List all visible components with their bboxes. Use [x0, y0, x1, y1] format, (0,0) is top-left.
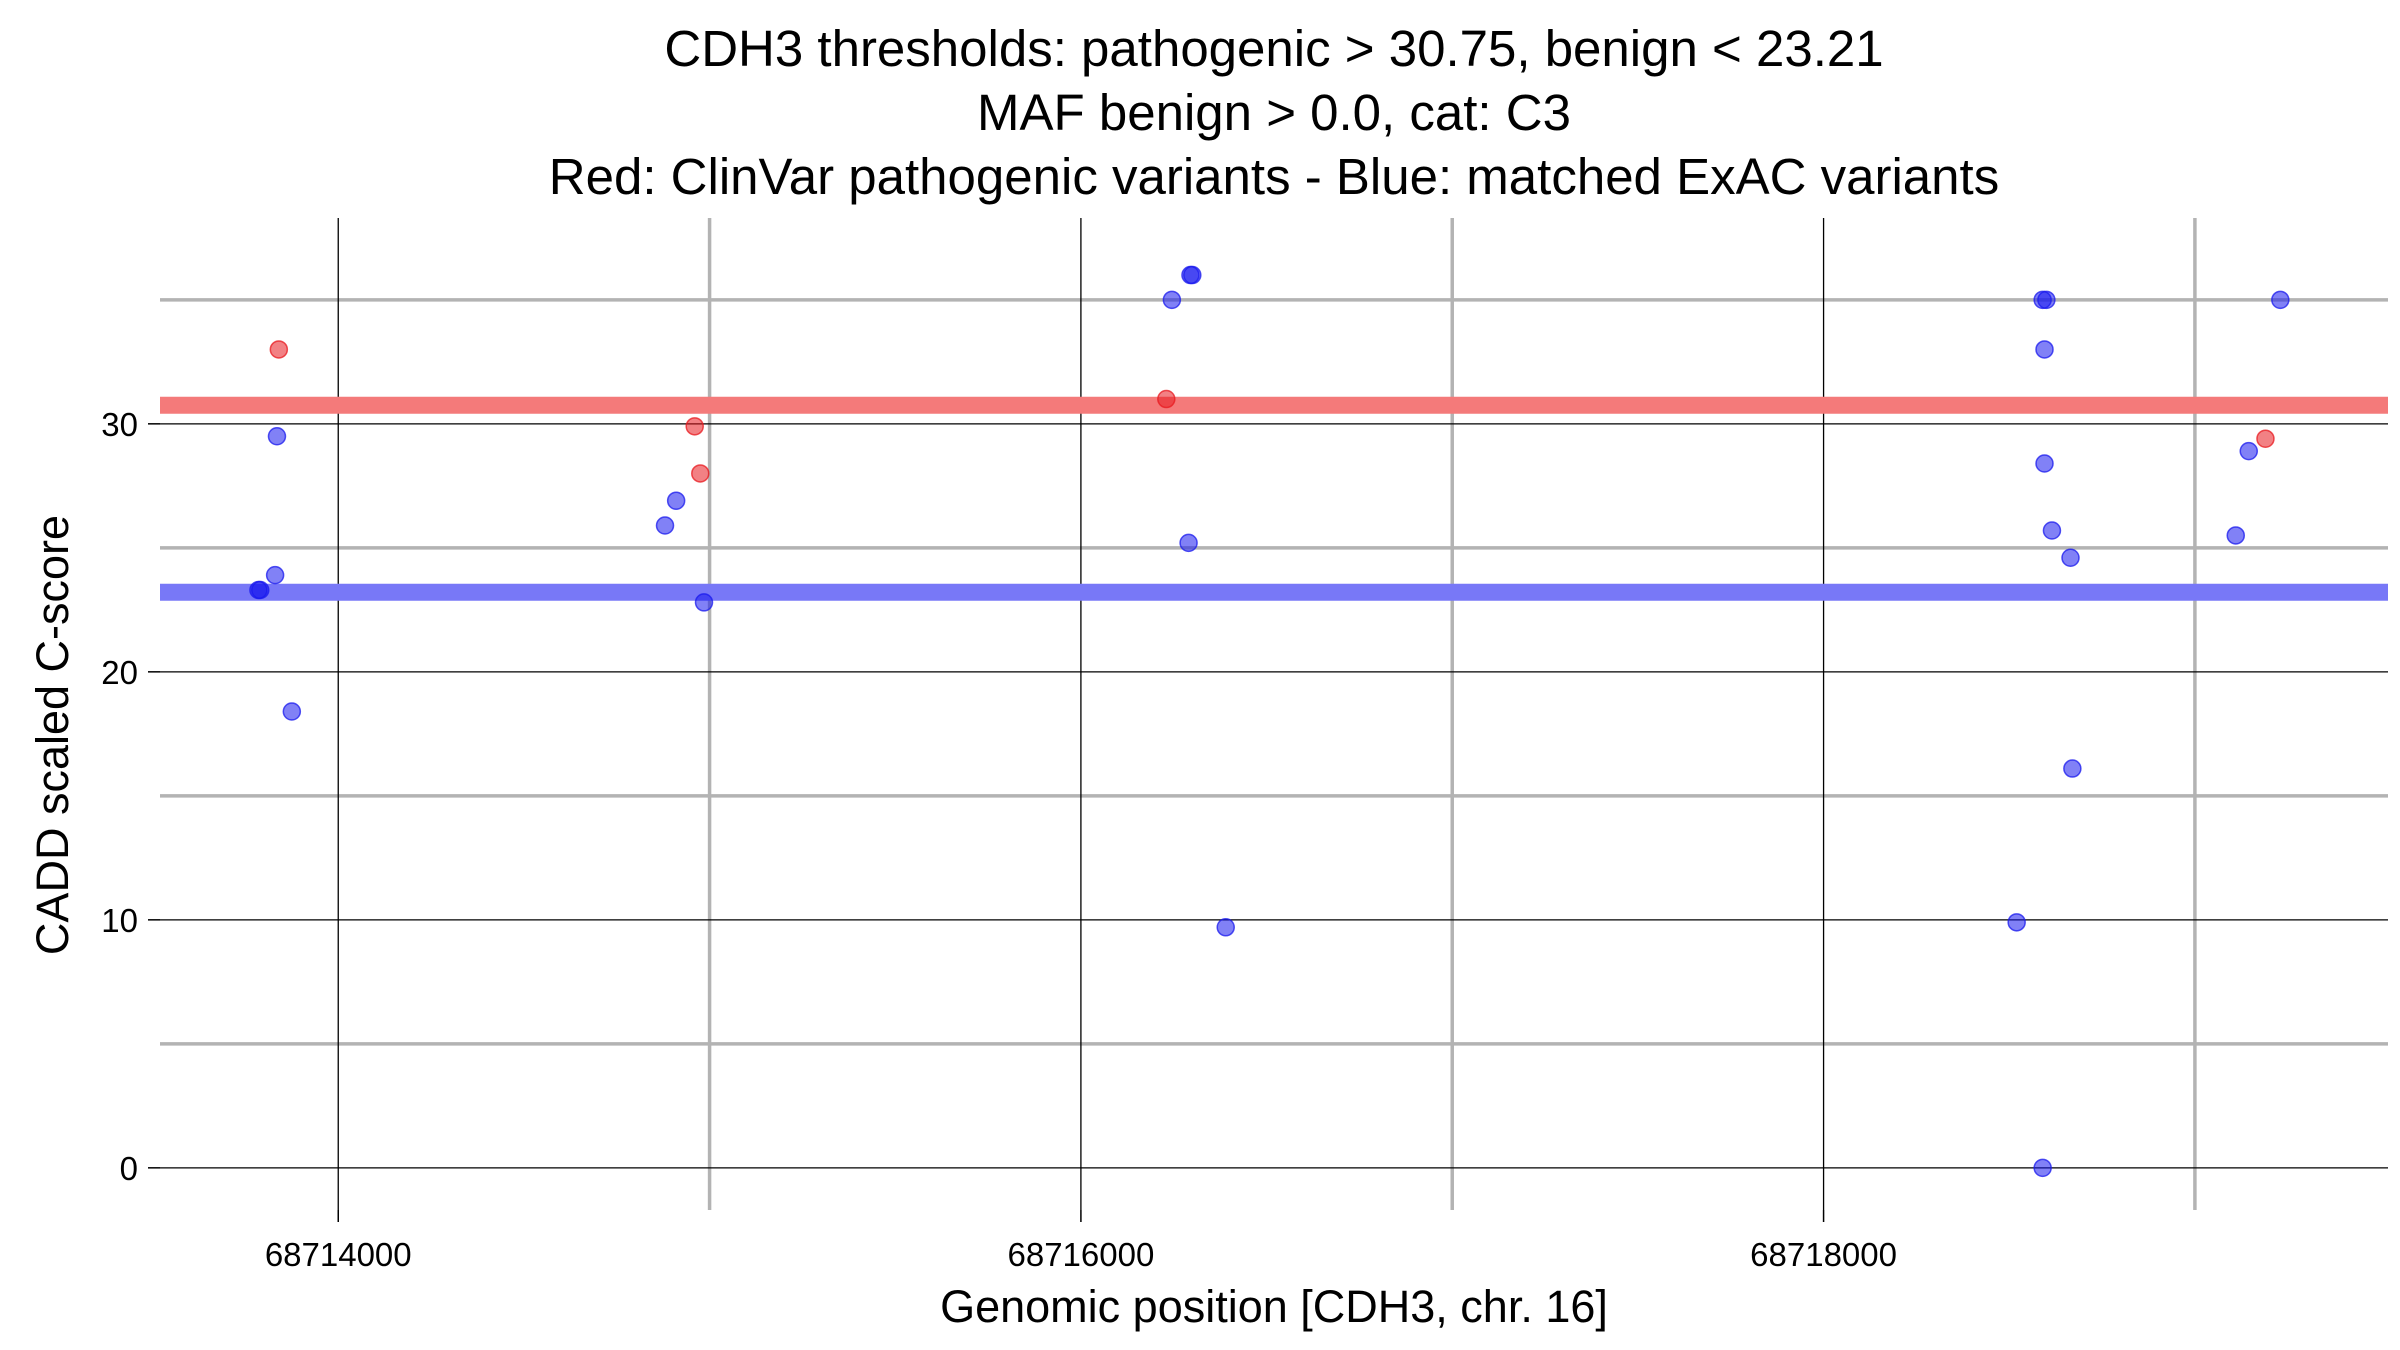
exac-point: [2226, 526, 2246, 545]
exac-point: [2035, 340, 2054, 359]
title-line-2: MAF benign > 0.0, cat: C3: [977, 84, 1571, 141]
exac-point: [694, 593, 714, 612]
x-tick-label: 68716000: [1007, 1236, 1154, 1273]
exac-point: [1216, 918, 1235, 937]
exac-point: [2033, 1158, 2052, 1178]
pathogenic-point: [2256, 429, 2275, 448]
pathogenic-point: [685, 417, 704, 436]
axis-ticks: [148, 423, 1825, 1222]
exac-point: [2271, 290, 2290, 310]
y-tick-label: 20: [101, 654, 138, 691]
exac-point: [2037, 290, 2056, 310]
exac-point: [2007, 913, 2026, 932]
tick-labels: 68714000 68716000 68718000 0 10 20 30: [101, 406, 1897, 1273]
exac-point: [1179, 533, 1198, 553]
y-tick-label: 10: [101, 902, 138, 939]
exac-point: [267, 426, 287, 446]
exac-point: [282, 702, 302, 721]
x-axis-label: Genomic position [CDH3, chr. 16]: [940, 1281, 1608, 1332]
title-line-1: CDH3 thresholds: pathogenic > 30.75, ben…: [664, 20, 1883, 77]
y-tick-label: 30: [101, 406, 138, 443]
exac-point: [666, 491, 686, 510]
exac-point: [655, 516, 675, 535]
exac-point: [2042, 521, 2062, 540]
x-tick-label: 68718000: [1750, 1236, 1897, 1273]
exac-point: [251, 580, 270, 600]
exac-point: [2239, 441, 2258, 461]
threshold-lines: [160, 396, 2388, 601]
exac-point: [2063, 759, 2082, 778]
exac-point: [265, 565, 285, 585]
data-points: [249, 265, 2290, 1178]
pathogenic-point: [691, 464, 710, 483]
chart-title: CDH3 thresholds: pathogenic > 30.75, ben…: [549, 20, 1999, 205]
y-axis-label: CADD scaled C-score: [27, 515, 78, 955]
exac-point: [2061, 548, 2080, 568]
pathogenic-point: [1157, 389, 1176, 409]
title-line-3: Red: ClinVar pathogenic variants - Blue:…: [549, 148, 1999, 205]
pathogenic-point: [269, 340, 289, 359]
exac-point: [1183, 265, 1202, 285]
x-tick-label: 68714000: [265, 1236, 412, 1273]
y-tick-label: 0: [120, 1150, 138, 1187]
major-gridlines: [160, 218, 2388, 1210]
minor-gridlines: [160, 218, 2388, 1210]
exac-point: [2035, 454, 2054, 473]
exac-point: [1162, 290, 1182, 310]
